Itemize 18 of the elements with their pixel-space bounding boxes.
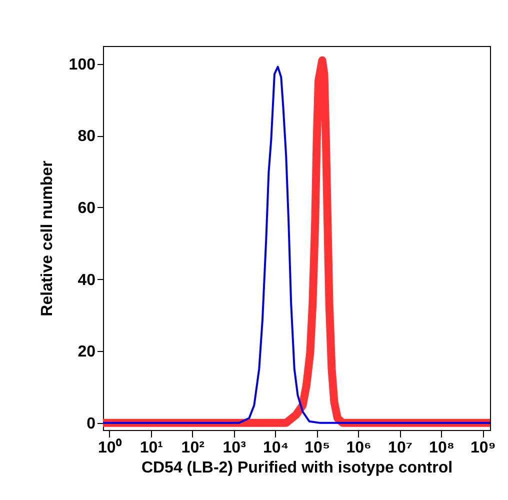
- y-axis-title: Relative cell number: [38, 160, 56, 316]
- x-tick-label: 10³: [222, 440, 246, 456]
- x-tick-label: 10²: [181, 440, 204, 456]
- y-tick-label: 80: [78, 128, 96, 146]
- x-tick-label: 10⁴: [262, 440, 289, 456]
- x-axis-title: CD54 (LB-2) Purified with isotype control: [141, 460, 453, 476]
- x-tick-label: 10⁹: [470, 440, 496, 456]
- x-tick-label: 10⁸: [429, 440, 454, 456]
- y-tick-label: 20: [78, 344, 96, 361]
- y-tick-label: 100: [68, 56, 96, 74]
- y-tick-label: 60: [78, 200, 96, 217]
- y-tick-label: 40: [78, 272, 96, 289]
- x-tick-label: 10⁷: [388, 440, 412, 456]
- x-tick-label: 10¹: [140, 440, 163, 456]
- y-tick-label: 0: [86, 415, 96, 432]
- x-tick-label: 10⁵: [304, 440, 330, 456]
- x-tick-label: 10⁰: [98, 438, 122, 456]
- x-tick-label: 10⁶: [346, 440, 372, 456]
